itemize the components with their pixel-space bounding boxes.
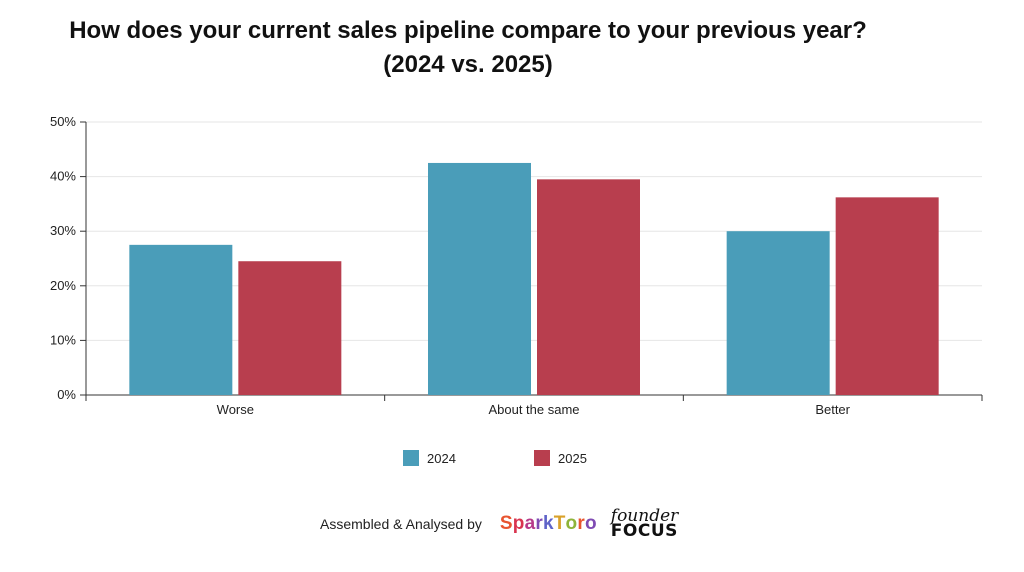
sparktoro-logo-letter: r xyxy=(535,513,543,534)
x-tick-label: Better xyxy=(815,402,850,417)
legend: 2024 2025 xyxy=(0,450,1024,470)
y-tick-label: 30% xyxy=(50,223,76,238)
sparktoro-logo: SparkToro xyxy=(500,513,597,535)
sparktoro-logo-letter: S xyxy=(499,513,513,534)
sparktoro-logo-letter: r xyxy=(577,513,585,534)
bar-2025-about-the-same xyxy=(537,179,640,395)
sparktoro-logo-letter: k xyxy=(542,513,554,534)
y-tick-label: 40% xyxy=(50,169,76,184)
founderfocus-logo-line2: FOCUS xyxy=(610,521,678,541)
bar-2024-worse xyxy=(129,244,233,395)
chart-title-line1: How does your current sales pipeline com… xyxy=(69,17,867,44)
legend-swatch-2025 xyxy=(534,450,550,466)
sparktoro-logo-letter: p xyxy=(512,513,525,534)
bar-2024-about-the-same xyxy=(428,162,531,395)
founderfocus-logo-line1: founder xyxy=(610,506,679,526)
sparktoro-logo-letter: T xyxy=(553,513,566,534)
y-tick-label: 0% xyxy=(57,387,76,402)
chart-title: How does your current sales pipeline com… xyxy=(0,14,936,82)
credit-text: Assembled & Analysed by xyxy=(320,516,482,532)
legend-swatch-2024 xyxy=(403,450,419,466)
y-tick-label: 50% xyxy=(50,114,76,129)
legend-item-2025[interactable]: 2025 xyxy=(534,450,587,466)
footer: Assembled & Analysed by SparkToro founde… xyxy=(320,504,678,544)
bar-2024-better xyxy=(726,231,830,395)
legend-label-2025: 2025 xyxy=(558,450,587,466)
bar-2025-better xyxy=(835,197,939,395)
chart-title-line2: (2024 vs. 2025) xyxy=(383,51,553,78)
legend-label-2024: 2024 xyxy=(427,450,456,466)
founderfocus-logo: founder FOCUS xyxy=(611,508,679,540)
y-tick-label: 10% xyxy=(50,332,76,347)
bar-2025-worse xyxy=(238,261,342,395)
x-tick-label: About the same xyxy=(488,402,579,417)
sparktoro-logo-letter: o xyxy=(584,513,597,534)
sparktoro-logo-letter: a xyxy=(524,513,536,534)
x-tick-label: Worse xyxy=(217,402,254,417)
sparktoro-logo-letter: o xyxy=(565,513,578,534)
legend-item-2024[interactable]: 2024 xyxy=(403,450,456,466)
y-tick-label: 20% xyxy=(50,278,76,293)
